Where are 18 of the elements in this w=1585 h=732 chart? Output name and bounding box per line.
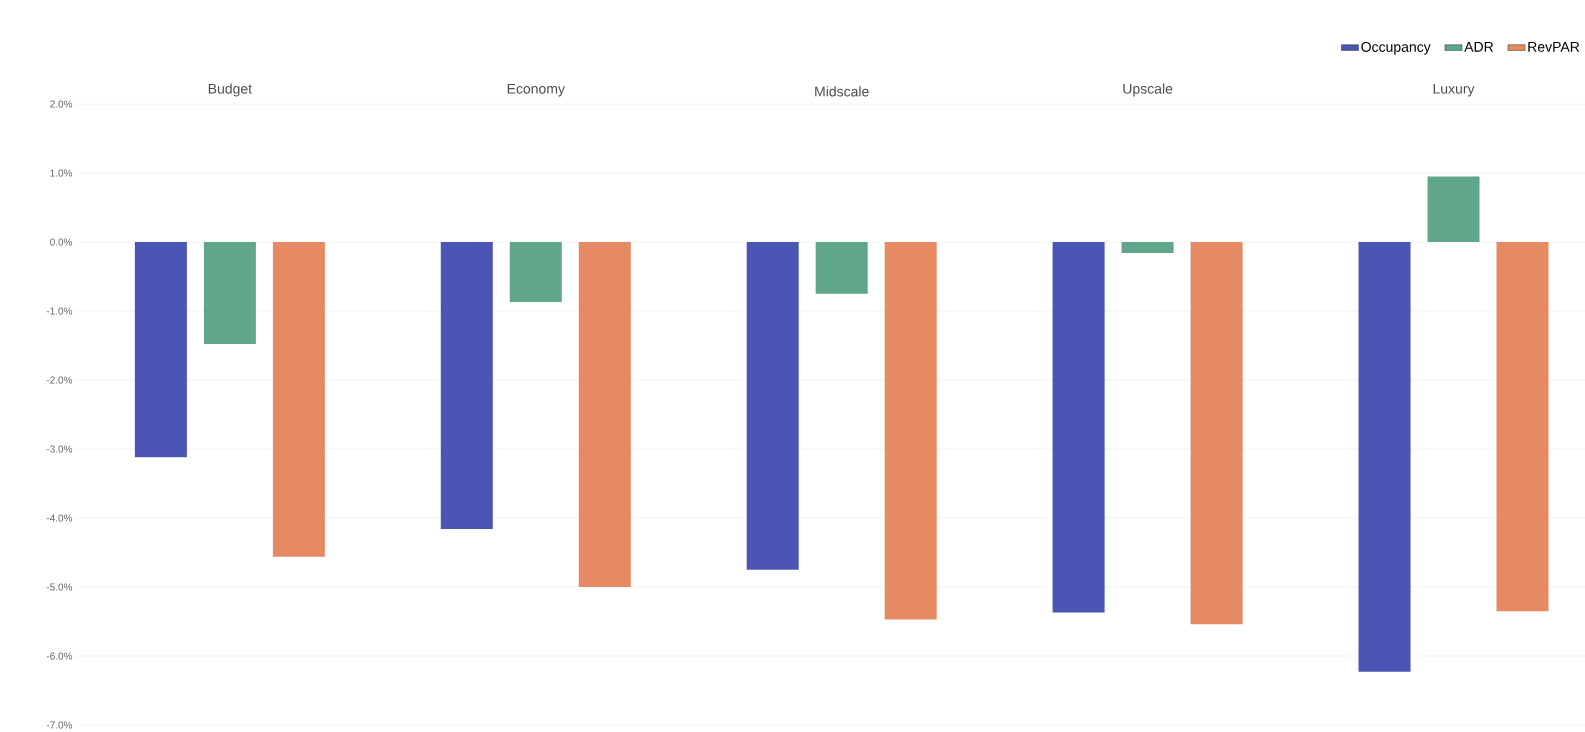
x-tick-label: Luxury (1433, 83, 1475, 97)
y-tick-label: -6.0% (46, 652, 73, 660)
x-tick-label: Budget (208, 83, 252, 97)
legend-label: ADR (1464, 42, 1494, 52)
y-tick-label: 1.0% (50, 169, 73, 177)
y-tick-label: -2.0% (46, 376, 73, 384)
y-tick-label: -5.0% (46, 583, 73, 591)
y-tick-label: -3.0% (46, 445, 73, 453)
y-tick-label: 0.0% (50, 238, 73, 246)
y-tick-label: 2.0% (50, 100, 73, 108)
y-tick-label: -1.0% (46, 307, 73, 315)
x-tick-label: Upscale (1123, 83, 1173, 97)
y-tick-label: -4.0% (46, 514, 73, 522)
legend-label: RevPAR (1528, 42, 1580, 52)
x-tick-label: Economy (507, 83, 565, 97)
y-tick-label: -7.0% (46, 721, 73, 729)
legend-label: Occupancy (1361, 41, 1431, 55)
x-tick-label: Midscale (815, 86, 869, 97)
